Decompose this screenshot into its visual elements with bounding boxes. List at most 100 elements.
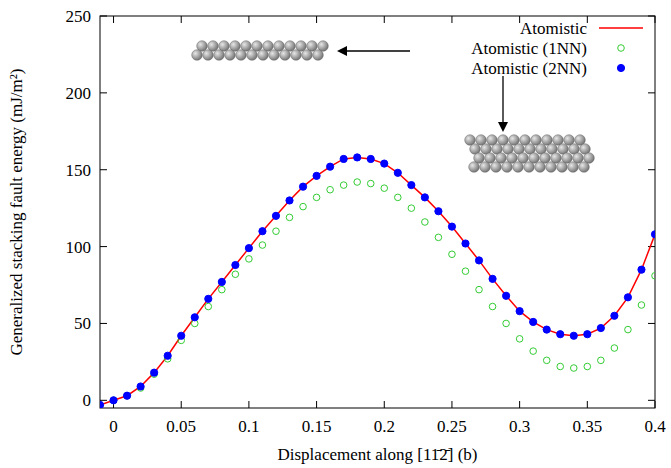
data-point [394,169,401,176]
data-point [313,172,320,179]
data-point [435,208,442,215]
data-point [100,401,104,408]
data-point [286,197,293,204]
data-point [205,303,212,310]
data-point [124,392,131,399]
data-point [259,228,266,235]
y-tick [100,323,107,324]
y-tick-label: 50 [74,314,91,333]
data-point [110,397,117,404]
x-tick [248,401,249,408]
x-tick-top [181,16,182,23]
y-tick-right [648,92,655,93]
data-point [151,369,158,376]
data-point [584,331,591,338]
y-tick [100,16,107,17]
atom [557,162,568,173]
inset-illustration [192,41,595,173]
series-line [100,157,655,405]
atom [214,50,225,61]
legend: AtomisticAtomistic (1NN)Atomistic (2NN) [471,19,643,78]
x-tick-top [384,16,385,23]
y-tick-right [648,246,655,247]
data-point [516,308,523,315]
data-point [598,357,605,364]
y-axis-title: Generalized stacking fault energy (mJ/m²… [7,68,26,355]
data-point [300,203,307,210]
x-tick [181,401,182,408]
atom [236,50,247,61]
plot-frame [100,16,655,408]
data-point [272,212,279,219]
data-point [530,318,537,325]
arrowhead [337,46,347,56]
data-point [449,251,456,258]
atom [280,50,291,61]
atom [247,50,258,61]
data-point [489,275,496,282]
arrow [502,76,503,124]
data-point [245,245,252,252]
legend-swatch [618,45,625,52]
data-point [354,179,361,186]
data-point [448,223,455,230]
x-tick-label: 0.1 [238,417,259,436]
data-point [205,295,212,302]
atom [269,50,280,61]
x-tick [451,401,452,408]
data-point [381,185,388,192]
legend-label: Atomistic [520,19,588,38]
data-point [367,180,374,187]
x-tick-label: 0.05 [166,417,196,436]
data-point [232,271,239,278]
atom [546,162,557,173]
x-tick [519,401,520,408]
atom [192,50,203,61]
y-tick [100,169,107,170]
arrowhead [498,122,508,132]
data-point [462,240,469,247]
data-point [516,336,523,343]
data-point [246,256,253,263]
legend-swatch [617,64,624,71]
data-point [313,194,320,201]
plot-area [100,154,655,408]
data-point [299,183,306,190]
x-tick-top [316,16,317,23]
data-point [503,320,510,327]
data-point [502,292,509,299]
data-point [557,331,564,338]
y-tick [100,92,107,93]
data-point [638,302,645,309]
y-tick-right [648,169,655,170]
x-tick-label: 0.35 [572,417,602,436]
atom [579,162,590,173]
x-tick [316,401,317,408]
y-tick-label: 200 [66,84,92,103]
y-tick-label: 250 [66,7,92,26]
y-tick [100,400,107,401]
data-point [652,272,655,279]
atom [568,162,579,173]
data-point [651,231,655,238]
data-point [395,194,402,201]
x-tick-label: 0.4 [644,417,666,436]
x-tick-top [248,16,249,23]
data-point [164,352,171,359]
y-tick-label: 0 [83,391,92,410]
data-point [191,314,198,321]
x-tick [384,401,385,408]
x-tick-top [655,16,656,23]
y-tick-right [648,400,655,401]
atom [258,50,269,61]
data-point [273,228,280,235]
atom [225,50,236,61]
data-point [340,155,347,162]
data-point [489,303,496,310]
data-point [354,154,361,161]
data-point [327,186,334,193]
atom [502,162,513,173]
x-tick-top [113,16,114,23]
data-point [570,332,577,339]
x-tick-label: 0.2 [374,417,395,436]
